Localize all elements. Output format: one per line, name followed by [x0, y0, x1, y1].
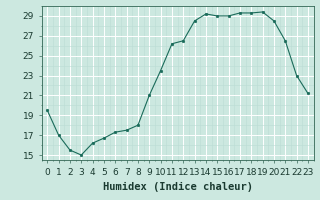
X-axis label: Humidex (Indice chaleur): Humidex (Indice chaleur) — [103, 182, 252, 192]
